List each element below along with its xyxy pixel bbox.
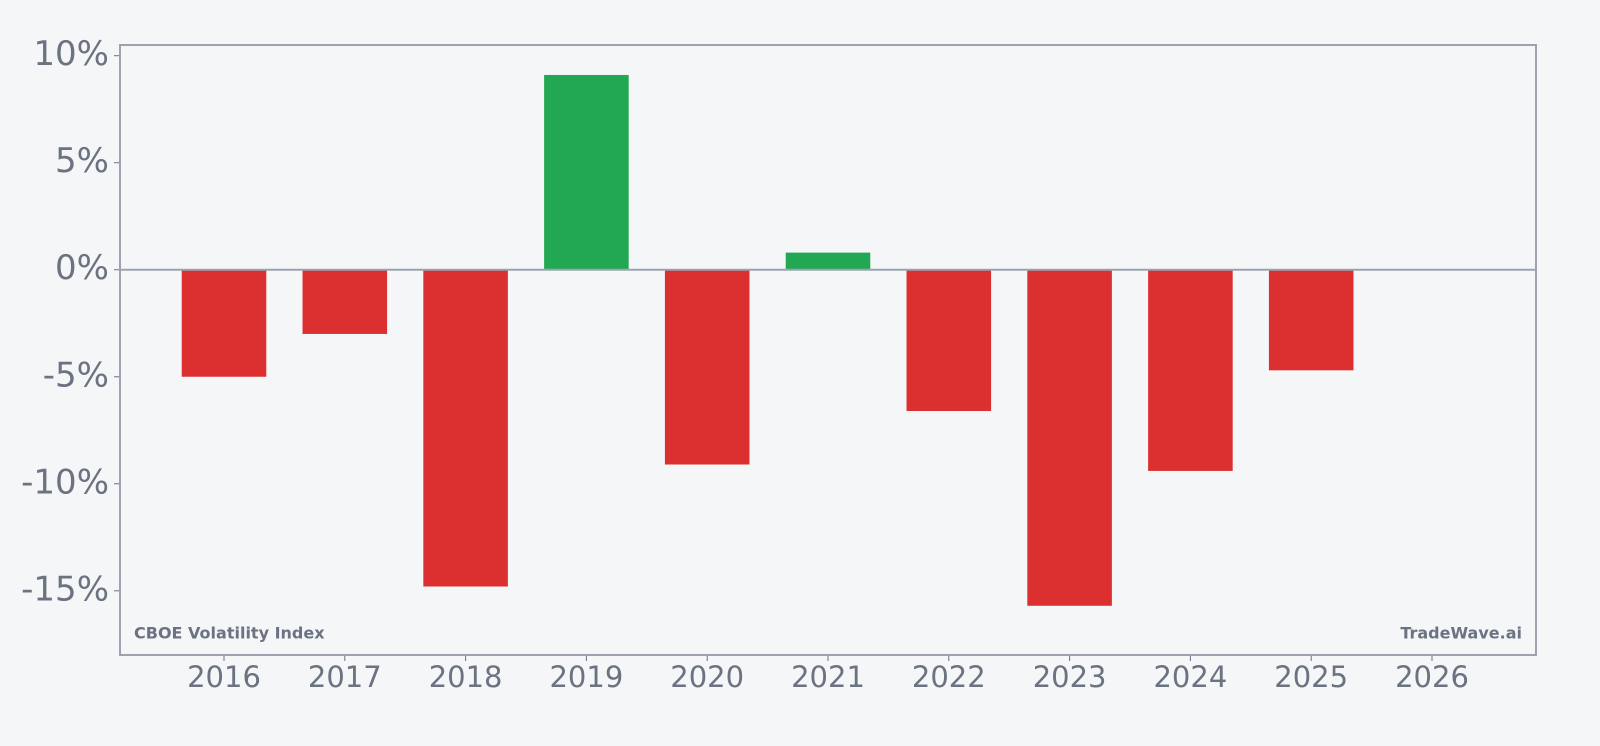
bar [664, 269, 750, 465]
bar [302, 269, 388, 334]
y-tick-label: -5% [43, 355, 109, 395]
bar [785, 252, 871, 270]
x-tick-label: 2017 [308, 660, 382, 694]
bar [906, 269, 992, 411]
x-tick-label: 2019 [549, 660, 623, 694]
y-tick-label: 0% [55, 248, 109, 288]
x-tick-label: 2024 [1153, 660, 1227, 694]
y-tick-label: 5% [55, 141, 109, 181]
x-tick-label: 2022 [912, 660, 986, 694]
x-tick-label: 2021 [791, 660, 865, 694]
bar [1027, 269, 1112, 606]
y-tick-label: 10% [33, 34, 109, 74]
x-tick-label: 2018 [429, 660, 503, 694]
watermark: TradeWave.ai [1400, 624, 1522, 643]
bar [1268, 269, 1354, 371]
y-tick-label: -10% [21, 462, 109, 502]
bar [181, 269, 267, 377]
bar [544, 74, 629, 270]
x-tick-label: 2020 [670, 660, 744, 694]
x-tick-label: 2023 [1033, 660, 1107, 694]
x-tick-label: 2025 [1274, 660, 1348, 694]
x-tick-label: 2016 [187, 660, 261, 694]
source-label: CBOE Volatility Index [134, 624, 325, 643]
plot-frame [119, 44, 1537, 656]
y-tick-label: -15% [21, 569, 109, 609]
x-tick-label: 2026 [1395, 660, 1469, 694]
bar [1148, 269, 1233, 471]
bar [423, 269, 508, 587]
